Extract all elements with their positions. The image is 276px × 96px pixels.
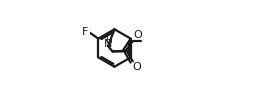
Text: O: O bbox=[133, 30, 142, 40]
Text: F: F bbox=[82, 27, 88, 37]
Text: O: O bbox=[133, 62, 141, 72]
Text: H: H bbox=[105, 36, 112, 45]
Text: N: N bbox=[104, 39, 112, 49]
